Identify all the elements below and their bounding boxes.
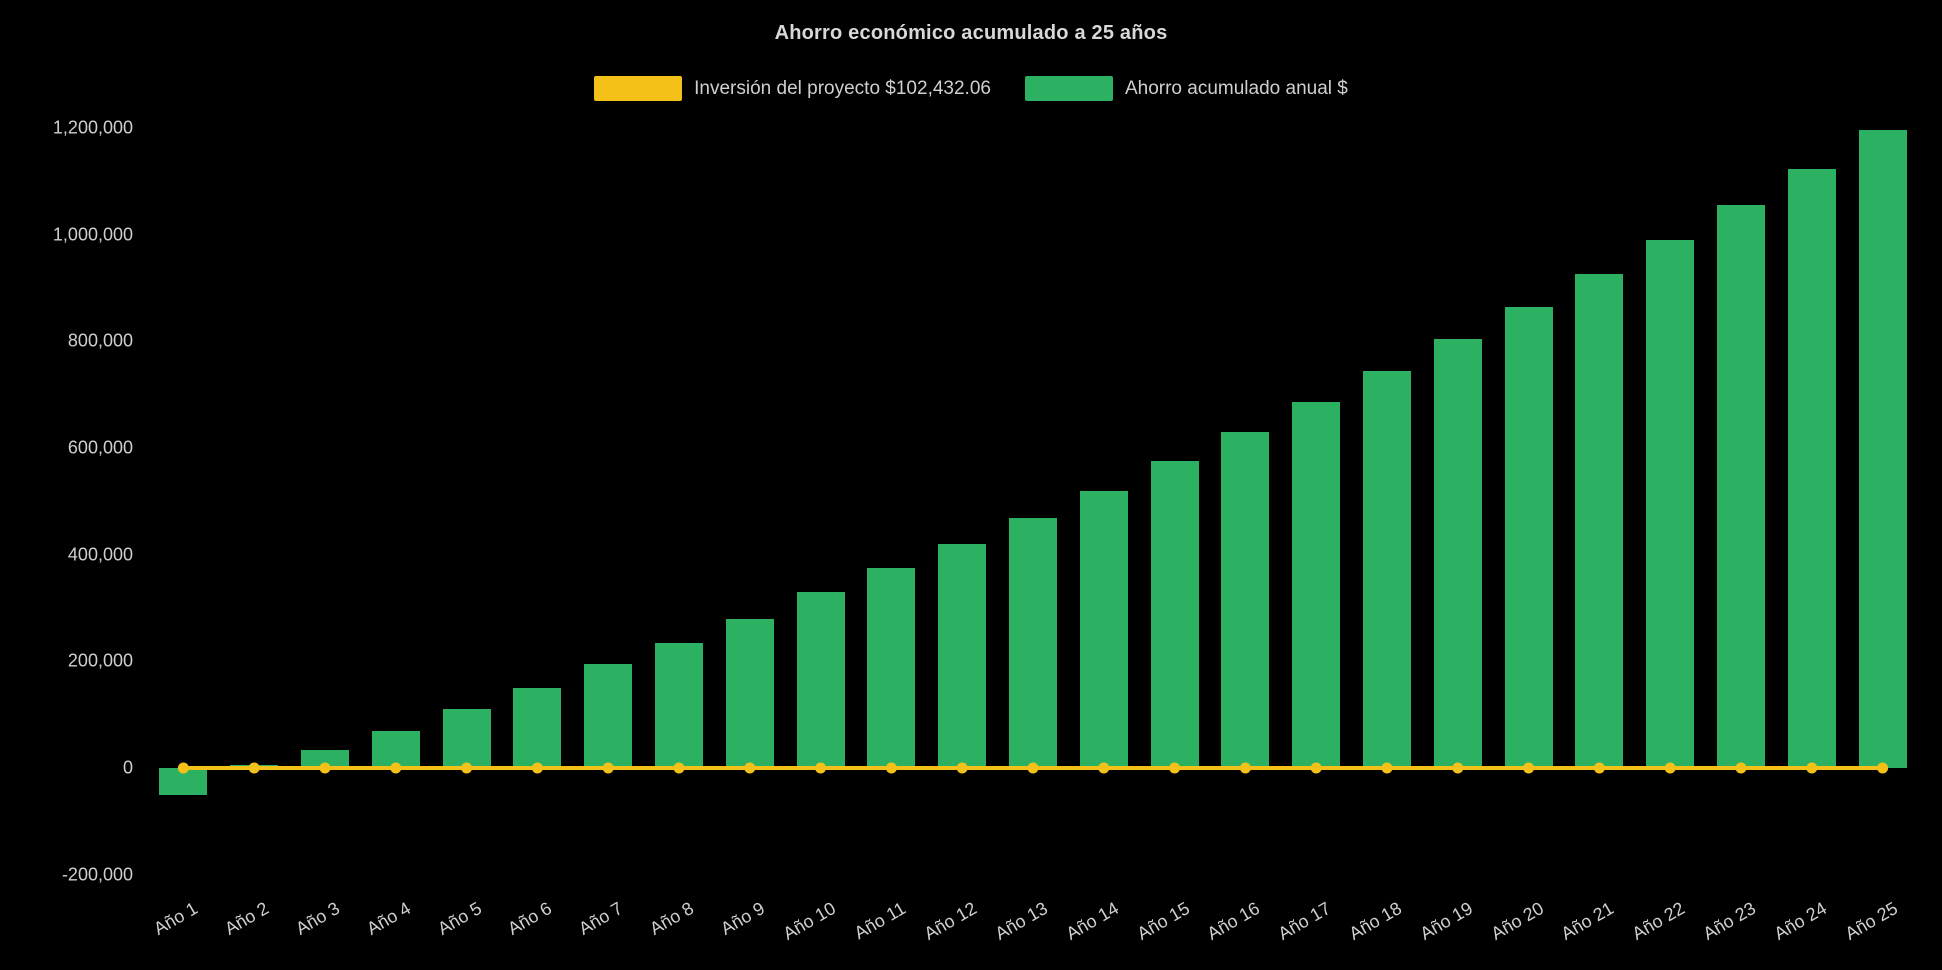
y-axis-label: 200,000: [67, 650, 133, 671]
bar-año-18: [1363, 371, 1411, 768]
bar-año-23: [1717, 204, 1765, 768]
y-axis-label: 400,000: [67, 544, 133, 565]
bar-año-11: [867, 568, 916, 768]
chart-title: Ahorro económico acumulado a 25 años: [774, 22, 1168, 44]
bar-año-3: [301, 750, 349, 768]
bar-año-21: [1575, 274, 1624, 768]
y-axis-label: 1,200,000: [52, 117, 133, 138]
bar-año-14: [1079, 490, 1128, 768]
bar-año-7: [584, 664, 633, 768]
bar-año-20: [1504, 307, 1553, 768]
legend-label-savings: Ahorro acumulado anual $: [1124, 77, 1348, 99]
bar-año-24: [1787, 168, 1836, 768]
bar-año-6: [513, 688, 562, 768]
chart-legend: Inversión del proyecto $102,432.06 Ahorr…: [0, 76, 1942, 101]
bar-año-12: [938, 544, 987, 768]
bar-año-13: [1009, 518, 1057, 768]
bar-año-1: [159, 768, 208, 795]
bar-año-22: [1646, 240, 1695, 768]
y-axis-label: -200,000: [61, 864, 133, 885]
bar-año-19: [1433, 339, 1482, 768]
bar-año-2: [230, 765, 279, 768]
bar-año-16: [1221, 432, 1270, 768]
bar-año-8: [655, 642, 703, 768]
y-axis-label: 600,000: [67, 437, 133, 458]
y-axis-label: 800,000: [67, 330, 133, 351]
legend-item-savings[interactable]: Ahorro acumulado anual $: [1024, 76, 1348, 101]
savings-color-swatch: [1024, 76, 1113, 101]
legend-item-investment[interactable]: Inversión del proyecto $102,432.06: [594, 76, 991, 101]
y-axis-label: 0: [122, 757, 133, 778]
bar-año-15: [1150, 461, 1199, 768]
bar-año-10: [796, 592, 845, 768]
investment-line-marker: [248, 762, 260, 774]
bar-año-5: [442, 709, 491, 768]
bar-año-17: [1292, 402, 1341, 768]
legend-label-investment: Inversión del proyecto $102,432.06: [694, 77, 991, 99]
bar-año-25: [1858, 130, 1907, 768]
bar-año-4: [371, 730, 420, 768]
investment-color-swatch: [594, 76, 683, 101]
y-axis-label: 1,000,000: [52, 224, 133, 245]
bar-año-9: [725, 618, 774, 768]
